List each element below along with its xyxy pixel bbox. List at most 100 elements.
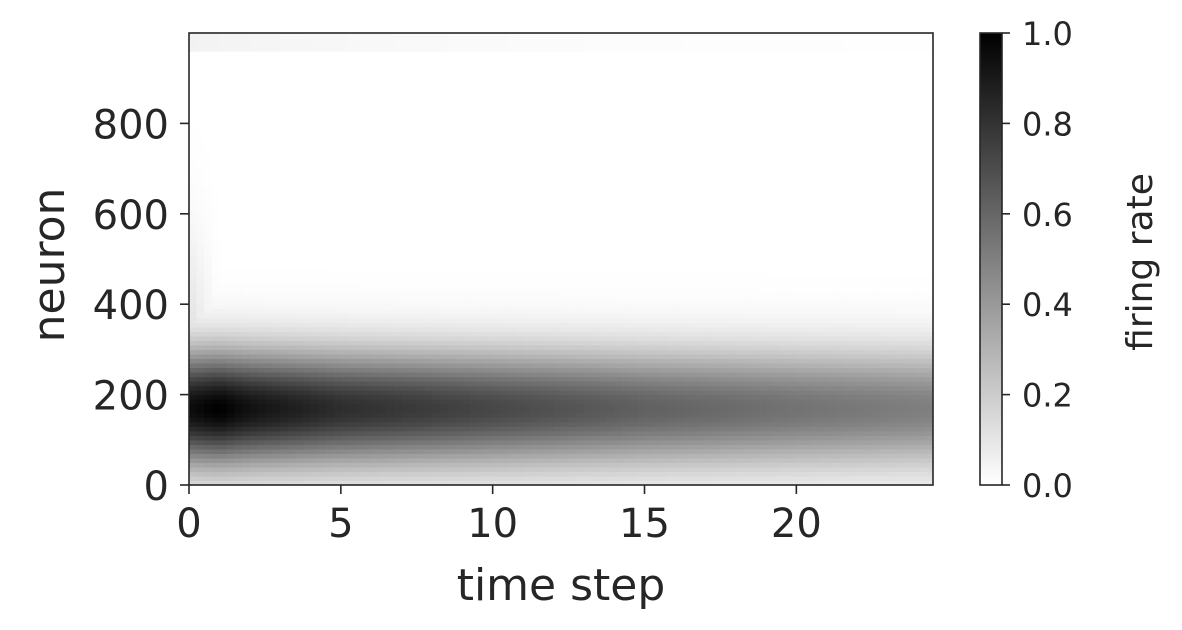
- heatmap-cell: [447, 480, 456, 485]
- heatmap-cell: [310, 60, 319, 66]
- heatmap-cell: [409, 168, 418, 174]
- heatmap-cell: [295, 141, 304, 147]
- heatmap-cell: [485, 390, 494, 396]
- heatmap-cell: [424, 200, 433, 206]
- heatmap-cell: [272, 281, 281, 287]
- heatmap-cell: [196, 394, 205, 400]
- heatmap-cell: [492, 412, 501, 418]
- heatmap-cell: [416, 55, 425, 61]
- heatmap-cell: [196, 344, 205, 350]
- heatmap-cell: [386, 109, 395, 115]
- heatmap-cell: [439, 218, 448, 224]
- heatmap-cell: [492, 100, 501, 106]
- heatmap-cell: [401, 317, 410, 323]
- heatmap-cell: [325, 263, 334, 269]
- heatmap-cell: [538, 240, 547, 247]
- heatmap-cell: [310, 222, 319, 228]
- heatmap-cell: [409, 313, 418, 319]
- heatmap-cell: [318, 308, 327, 314]
- heatmap-cell: [538, 344, 547, 350]
- heatmap-cell: [469, 155, 479, 161]
- heatmap-cell: [530, 200, 539, 206]
- heatmap-cell: [447, 362, 456, 369]
- heatmap-cell: [462, 132, 471, 138]
- heatmap-cell: [454, 480, 463, 485]
- heatmap-cell: [439, 118, 448, 124]
- heatmap-cell: [264, 164, 274, 170]
- heatmap-cell: [310, 281, 319, 287]
- heatmap-cell: [340, 204, 350, 210]
- heatmap-cell: [242, 222, 251, 228]
- heatmap-cell: [295, 263, 304, 269]
- heatmap-cell: [416, 78, 425, 84]
- heatmap-cell: [371, 64, 380, 70]
- heatmap-cell: [447, 421, 456, 427]
- heatmap-cell: [204, 231, 213, 237]
- heatmap-cell: [500, 37, 509, 43]
- heatmap-cell: [257, 376, 266, 382]
- heatmap-cell: [249, 37, 258, 43]
- heatmap-cell: [378, 372, 387, 378]
- heatmap-cell: [545, 37, 555, 43]
- heatmap-cell: [477, 186, 486, 192]
- heatmap-cell: [447, 349, 456, 355]
- heatmap-cell: [348, 173, 357, 179]
- heatmap-cell: [249, 385, 258, 391]
- heatmap-cell: [523, 191, 532, 197]
- heatmap-cell: [189, 435, 198, 441]
- heatmap-cell: [226, 457, 236, 463]
- heatmap-cell: [378, 313, 387, 319]
- heatmap-cell: [333, 340, 342, 346]
- heatmap-cell: [492, 55, 501, 61]
- heatmap-cell: [439, 164, 448, 170]
- heatmap-cell: [348, 331, 357, 337]
- heatmap-cell: [477, 412, 486, 418]
- heatmap-cell: [431, 218, 441, 224]
- heatmap-cell: [431, 123, 441, 129]
- heatmap-cell: [249, 335, 258, 341]
- heatmap-cell: [393, 344, 403, 350]
- heatmap-cell: [234, 123, 243, 129]
- heatmap-cell: [393, 136, 403, 143]
- heatmap-cell: [469, 313, 479, 319]
- heatmap-cell: [340, 60, 350, 66]
- heatmap-cell: [325, 480, 334, 485]
- heatmap-cell: [287, 295, 296, 301]
- heatmap-cell: [530, 78, 539, 84]
- heatmap-cell: [561, 457, 570, 463]
- heatmap-cell: [538, 105, 547, 111]
- heatmap-cell: [340, 114, 350, 120]
- heatmap-cell: [280, 403, 289, 409]
- heatmap-cell: [295, 475, 304, 482]
- heatmap-cell: [530, 231, 539, 237]
- heatmap-cell: [340, 96, 350, 102]
- heatmap-cell: [416, 136, 425, 143]
- heatmap-cell: [295, 82, 304, 88]
- heatmap-cell: [249, 421, 258, 427]
- heatmap-cell: [523, 100, 532, 106]
- heatmap-cell: [401, 259, 410, 265]
- heatmap-cell: [340, 200, 350, 206]
- heatmap-cell: [492, 78, 501, 84]
- heatmap-cell: [310, 164, 319, 170]
- heatmap-cell: [454, 87, 463, 93]
- heatmap-cell: [454, 308, 463, 314]
- heatmap-cell: [310, 191, 319, 197]
- heatmap-cell: [545, 132, 555, 138]
- heatmap-cell: [469, 123, 479, 129]
- heatmap-cell: [219, 127, 228, 134]
- heatmap-cell: [204, 200, 213, 206]
- heatmap-cell: [242, 403, 251, 409]
- heatmap-cell: [280, 412, 289, 418]
- heatmap-cell: [386, 164, 395, 170]
- heatmap-cell: [386, 480, 395, 485]
- heatmap-cell: [447, 335, 456, 341]
- heatmap-cell: [401, 33, 410, 39]
- heatmap-cell: [371, 91, 380, 97]
- heatmap-cell: [363, 60, 372, 66]
- heatmap-cell: [416, 308, 425, 314]
- heatmap-cell: [530, 227, 539, 233]
- heatmap-cell: [242, 91, 251, 97]
- heatmap-cell: [538, 42, 547, 48]
- heatmap-cell: [257, 457, 266, 463]
